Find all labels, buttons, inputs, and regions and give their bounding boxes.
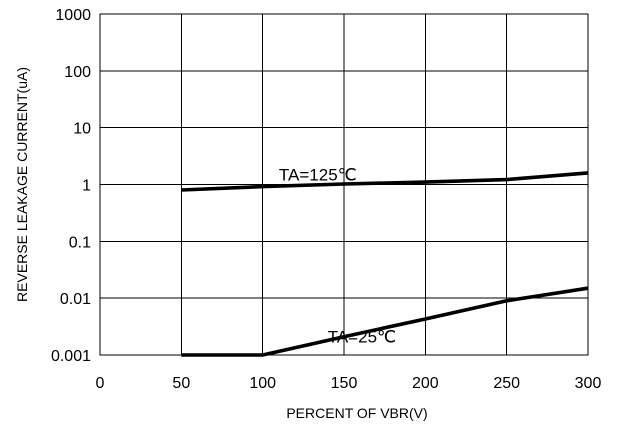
y-tick-label: 100: [64, 64, 91, 81]
series-line: [181, 171, 589, 192]
y-axis-title: REVERSE LEAKAGE CURRENT(uA): [14, 67, 30, 302]
y-tick-label: 1: [82, 178, 91, 195]
x-tick-label: 250: [493, 375, 520, 392]
y-tick-label: 0.001: [51, 348, 91, 365]
x-tick-label: 300: [575, 375, 602, 392]
x-tick-label: 0: [96, 375, 105, 392]
y-tick-label: 0.1: [69, 234, 91, 251]
y-tick-label: 0.01: [60, 291, 91, 308]
x-tick-label: 150: [331, 375, 358, 392]
y-tick-label: 10: [73, 121, 91, 138]
series-labels: TA=125℃ TA=25℃: [279, 166, 396, 347]
x-tick-label: 100: [249, 375, 276, 392]
y-tick-label: 1000: [55, 7, 91, 24]
series-label: TA=125℃: [279, 166, 357, 185]
x-tick-label: 50: [172, 375, 190, 392]
x-tick-label: 200: [412, 375, 439, 392]
plot-frame: [99, 13, 589, 356]
y-tick-labels: 1000 100 10 1 0.1 0.01 0.001: [51, 7, 91, 365]
x-tick-labels: 0 50 100 150 200 250 300: [96, 375, 602, 392]
series-label: TA=25℃: [328, 328, 396, 347]
x-axis-title: PERCENT OF VBR(V): [286, 405, 427, 421]
